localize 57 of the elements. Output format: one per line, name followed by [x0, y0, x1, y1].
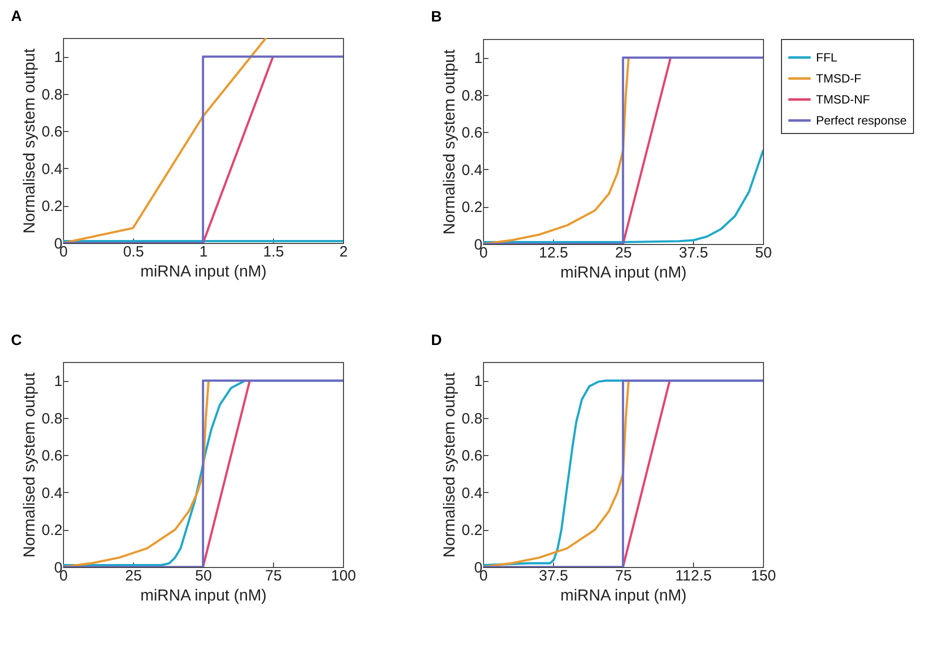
y-tick-label: 0.2 [42, 522, 62, 540]
chart-title: C [11, 332, 22, 349]
x-tick-label: 150 [750, 568, 776, 584]
legend-label: Perfect response [816, 114, 908, 128]
x-axis-title: miRNA input (nM) [560, 264, 687, 282]
chart-title: A [11, 8, 22, 25]
line-series [63, 38, 268, 243]
y-axis-title: Normalised system output [22, 48, 39, 234]
x-tick-label: 50 [755, 244, 772, 262]
y-tick-label: 0.4 [42, 160, 62, 178]
line-series [483, 150, 763, 244]
line-series [483, 56, 630, 244]
y-tick-label: 0.8 [462, 87, 482, 104]
y-tick-label: 0.4 [462, 162, 482, 179]
y-tick-label: 0.4 [462, 484, 482, 502]
y-tick-label: 0.2 [462, 522, 482, 540]
x-tick-label: 2 [339, 244, 348, 260]
x-tick-label: 100 [330, 568, 356, 584]
y-tick-label: 1 [474, 373, 482, 390]
x-tick-label: 112.5 [675, 568, 712, 584]
legend-label: TMSD-NF [816, 92, 870, 106]
x-tick-label: 75 [265, 568, 282, 584]
x-tick-label: 75 [615, 568, 632, 584]
y-tick-label: 0.4 [42, 484, 62, 502]
x-tick-label: 50 [195, 568, 212, 584]
x-axis-title: miRNA input (nM) [560, 588, 687, 604]
y-tick-label: 1 [474, 50, 482, 68]
y-tick-label: 0.8 [42, 410, 62, 428]
x-tick-label: 12.5 [538, 244, 568, 262]
y-axis-title: Normalised system output [22, 372, 39, 558]
line-series [63, 380, 210, 567]
y-tick-label: 0.8 [42, 86, 62, 104]
y-tick-label: 0.6 [42, 448, 62, 465]
legend-label: FFL [816, 50, 838, 64]
y-tick-label: 0.6 [42, 124, 62, 141]
y-tick-label: 0.2 [462, 199, 482, 216]
x-tick-label: 37.5 [678, 244, 708, 262]
x-tick-label: 1.5 [263, 244, 284, 260]
y-tick-label: 0.6 [462, 448, 482, 465]
y-tick-label: 0.8 [462, 410, 482, 428]
x-tick-label: 37.5 [538, 568, 568, 584]
x-tick-label: 1 [199, 244, 208, 260]
x-tick-label: 25 [125, 568, 142, 584]
y-axis-title: Normalised system output [442, 48, 459, 234]
x-axis-title: miRNA input (nM) [140, 588, 267, 604]
chart-title: B [431, 8, 442, 26]
x-axis-title: miRNA input (nM) [140, 264, 267, 280]
y-tick-label: 0.2 [42, 198, 62, 216]
y-tick-label: 1 [54, 49, 62, 66]
y-axis-title: Normalised system output [442, 372, 459, 558]
legend-label: TMSD-F [816, 72, 862, 86]
chart-title: D [431, 332, 442, 349]
x-tick-label: 25 [615, 244, 632, 262]
x-tick-label: 0.5 [123, 244, 144, 260]
line-series [483, 380, 630, 567]
y-tick-label: 1 [54, 373, 62, 390]
y-tick-label: 0.6 [462, 124, 482, 142]
